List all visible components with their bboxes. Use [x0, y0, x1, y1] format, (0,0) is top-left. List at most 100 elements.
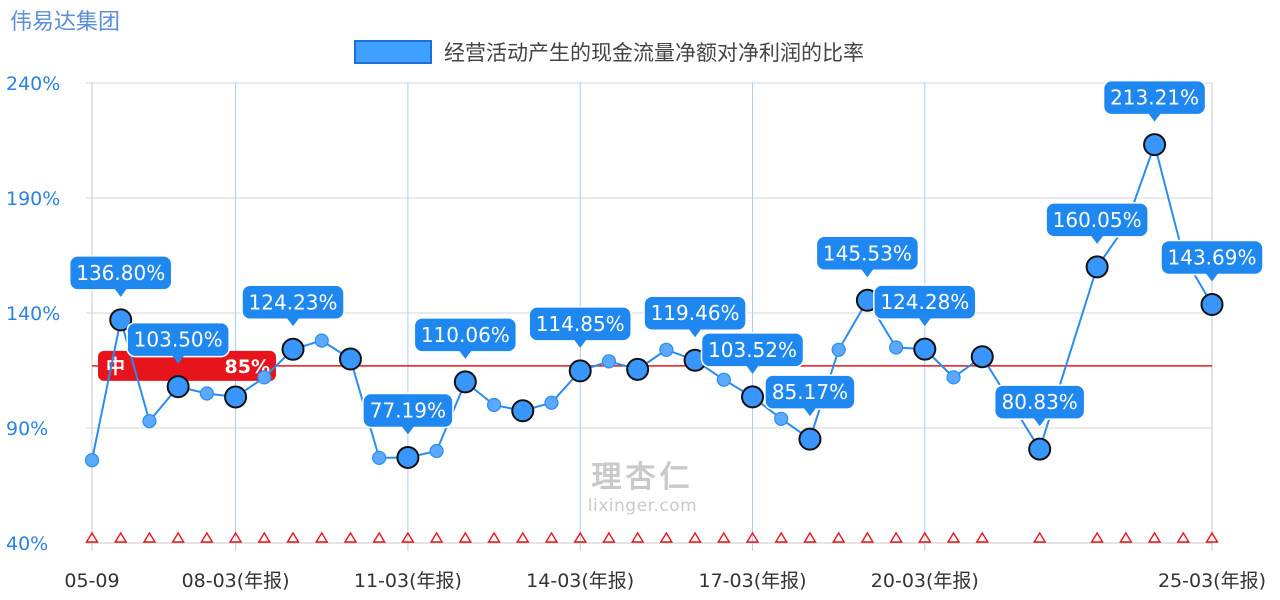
x-tick-label: 05-09 [64, 570, 119, 592]
data-point [199, 386, 214, 401]
x-tick-label: 11-03(年报) [354, 570, 462, 592]
event-triangle-marker [630, 531, 645, 543]
event-triangle-marker [401, 531, 415, 543]
event-triangle-marker [458, 531, 473, 543]
median-line-group: 中 85% [92, 350, 1212, 381]
data-label-text: 103.50% [134, 328, 223, 352]
data-point-major [626, 357, 650, 381]
event-triangle-marker [516, 531, 530, 543]
data-point-major [1028, 437, 1052, 461]
data-label-pointer [574, 339, 587, 348]
event-triangle-marker [487, 531, 501, 543]
y-tick-label: 140% [6, 303, 60, 325]
data-label-text: 145.53% [823, 241, 912, 265]
y-tick-label: 40% [6, 533, 48, 555]
data-point-major [224, 385, 248, 409]
x-tick-label: 25-03(年报) [1158, 570, 1266, 592]
data-point [659, 342, 674, 357]
data-point-major [1085, 255, 1109, 279]
event-triangle-marker [803, 531, 817, 543]
data-label-pointer [1033, 418, 1046, 427]
x-tick-label: 14-03(年报) [526, 570, 634, 592]
legend-label: 经营活动产生的现金流量净额对净利润的比率 [444, 41, 864, 65]
x-tick-label: 20-03(年报) [871, 570, 979, 592]
event-triangle-marker [659, 531, 674, 543]
event-triangle-marker [429, 531, 444, 543]
data-label-pointer [746, 365, 759, 374]
data-point-major [798, 427, 822, 451]
event-triangle-marker [343, 531, 358, 543]
data-point-major [281, 337, 305, 361]
watermark-logo-text: 理杏仁 [591, 460, 694, 495]
event-triangle-marker [831, 531, 846, 543]
data-point-major [1143, 133, 1167, 157]
data-label-pointer [401, 426, 414, 435]
data-point-major [338, 347, 362, 371]
data-point [84, 453, 100, 468]
data-point-major [741, 385, 765, 409]
data-label-pointer [1206, 273, 1218, 282]
event-triangle-marker [544, 531, 559, 543]
data-label-text: 136.80% [76, 261, 165, 285]
data-point [142, 414, 157, 429]
data-label-pointer [172, 355, 185, 364]
event-triangle-marker [889, 531, 903, 543]
event-triangle-marker [1090, 531, 1104, 543]
bottom-triangle-markers [85, 531, 1219, 543]
data-label-text: 160.05% [1053, 208, 1142, 232]
y-tick-label: 90% [6, 418, 48, 440]
y-tick-label: 190% [6, 188, 60, 210]
watermark-domain: lixinger.com [587, 496, 698, 516]
data-point [257, 370, 272, 385]
event-triangle-marker [774, 531, 788, 543]
x-tick-label: 17-03(年报) [698, 570, 806, 592]
chart-legend[interactable]: 经营活动产生的现金流量净额对净利润的比率 [354, 38, 864, 66]
data-point-major [453, 370, 477, 394]
data-point-major [913, 337, 937, 361]
event-triangle-marker [113, 531, 128, 543]
event-triangle-marker [1205, 531, 1219, 543]
data-label-text: 77.19% [370, 398, 446, 422]
data-point [946, 370, 961, 385]
series-points [84, 133, 1224, 469]
data-point [486, 397, 502, 413]
x-tick-label: 08-03(年报) [182, 570, 290, 592]
event-triangle-marker [257, 531, 272, 543]
data-label-text: 85.17% [772, 380, 848, 404]
event-triangle-marker [946, 531, 961, 543]
data-point [314, 333, 329, 348]
data-point-major [1200, 293, 1224, 317]
data-label-text: 124.28% [880, 290, 969, 314]
data-label-pointer [861, 269, 874, 278]
event-triangle-marker [228, 531, 243, 543]
data-label-text: 119.46% [651, 301, 740, 325]
event-triangle-marker [171, 531, 185, 543]
data-label-pointer [1148, 113, 1161, 122]
data-point [429, 443, 444, 459]
event-triangle-marker [975, 531, 990, 543]
data-point-major [568, 359, 592, 383]
event-triangle-marker [602, 531, 616, 543]
median-label-tail: 85% [225, 356, 270, 378]
data-label-text: 114.85% [536, 312, 625, 336]
data-label-pointer [918, 318, 931, 327]
x-axis: 05-09 08-03(年报) 11-03(年报) 14-03(年报) 17-03(年报… [64, 542, 1266, 592]
data-point-major [166, 375, 190, 399]
event-triangle-marker [1176, 531, 1191, 543]
event-triangle-marker [717, 531, 731, 543]
data-point-major [970, 345, 994, 369]
data-label-pointer [803, 408, 816, 417]
data-point [601, 354, 617, 369]
data-label-text: 143.69% [1168, 246, 1257, 270]
data-label-pointer [459, 350, 472, 359]
data-label-text: 80.83% [1002, 390, 1078, 414]
y-axis: 40% 90% 140% 190% 240% [6, 73, 60, 555]
data-label-text: 103.52% [708, 338, 797, 362]
event-triangle-marker [85, 531, 99, 543]
event-triangle-marker [573, 531, 587, 543]
event-triangle-marker [286, 531, 300, 543]
data-point [774, 411, 789, 426]
y-tick-label: 240% [6, 73, 60, 95]
event-triangle-marker [1032, 531, 1047, 543]
